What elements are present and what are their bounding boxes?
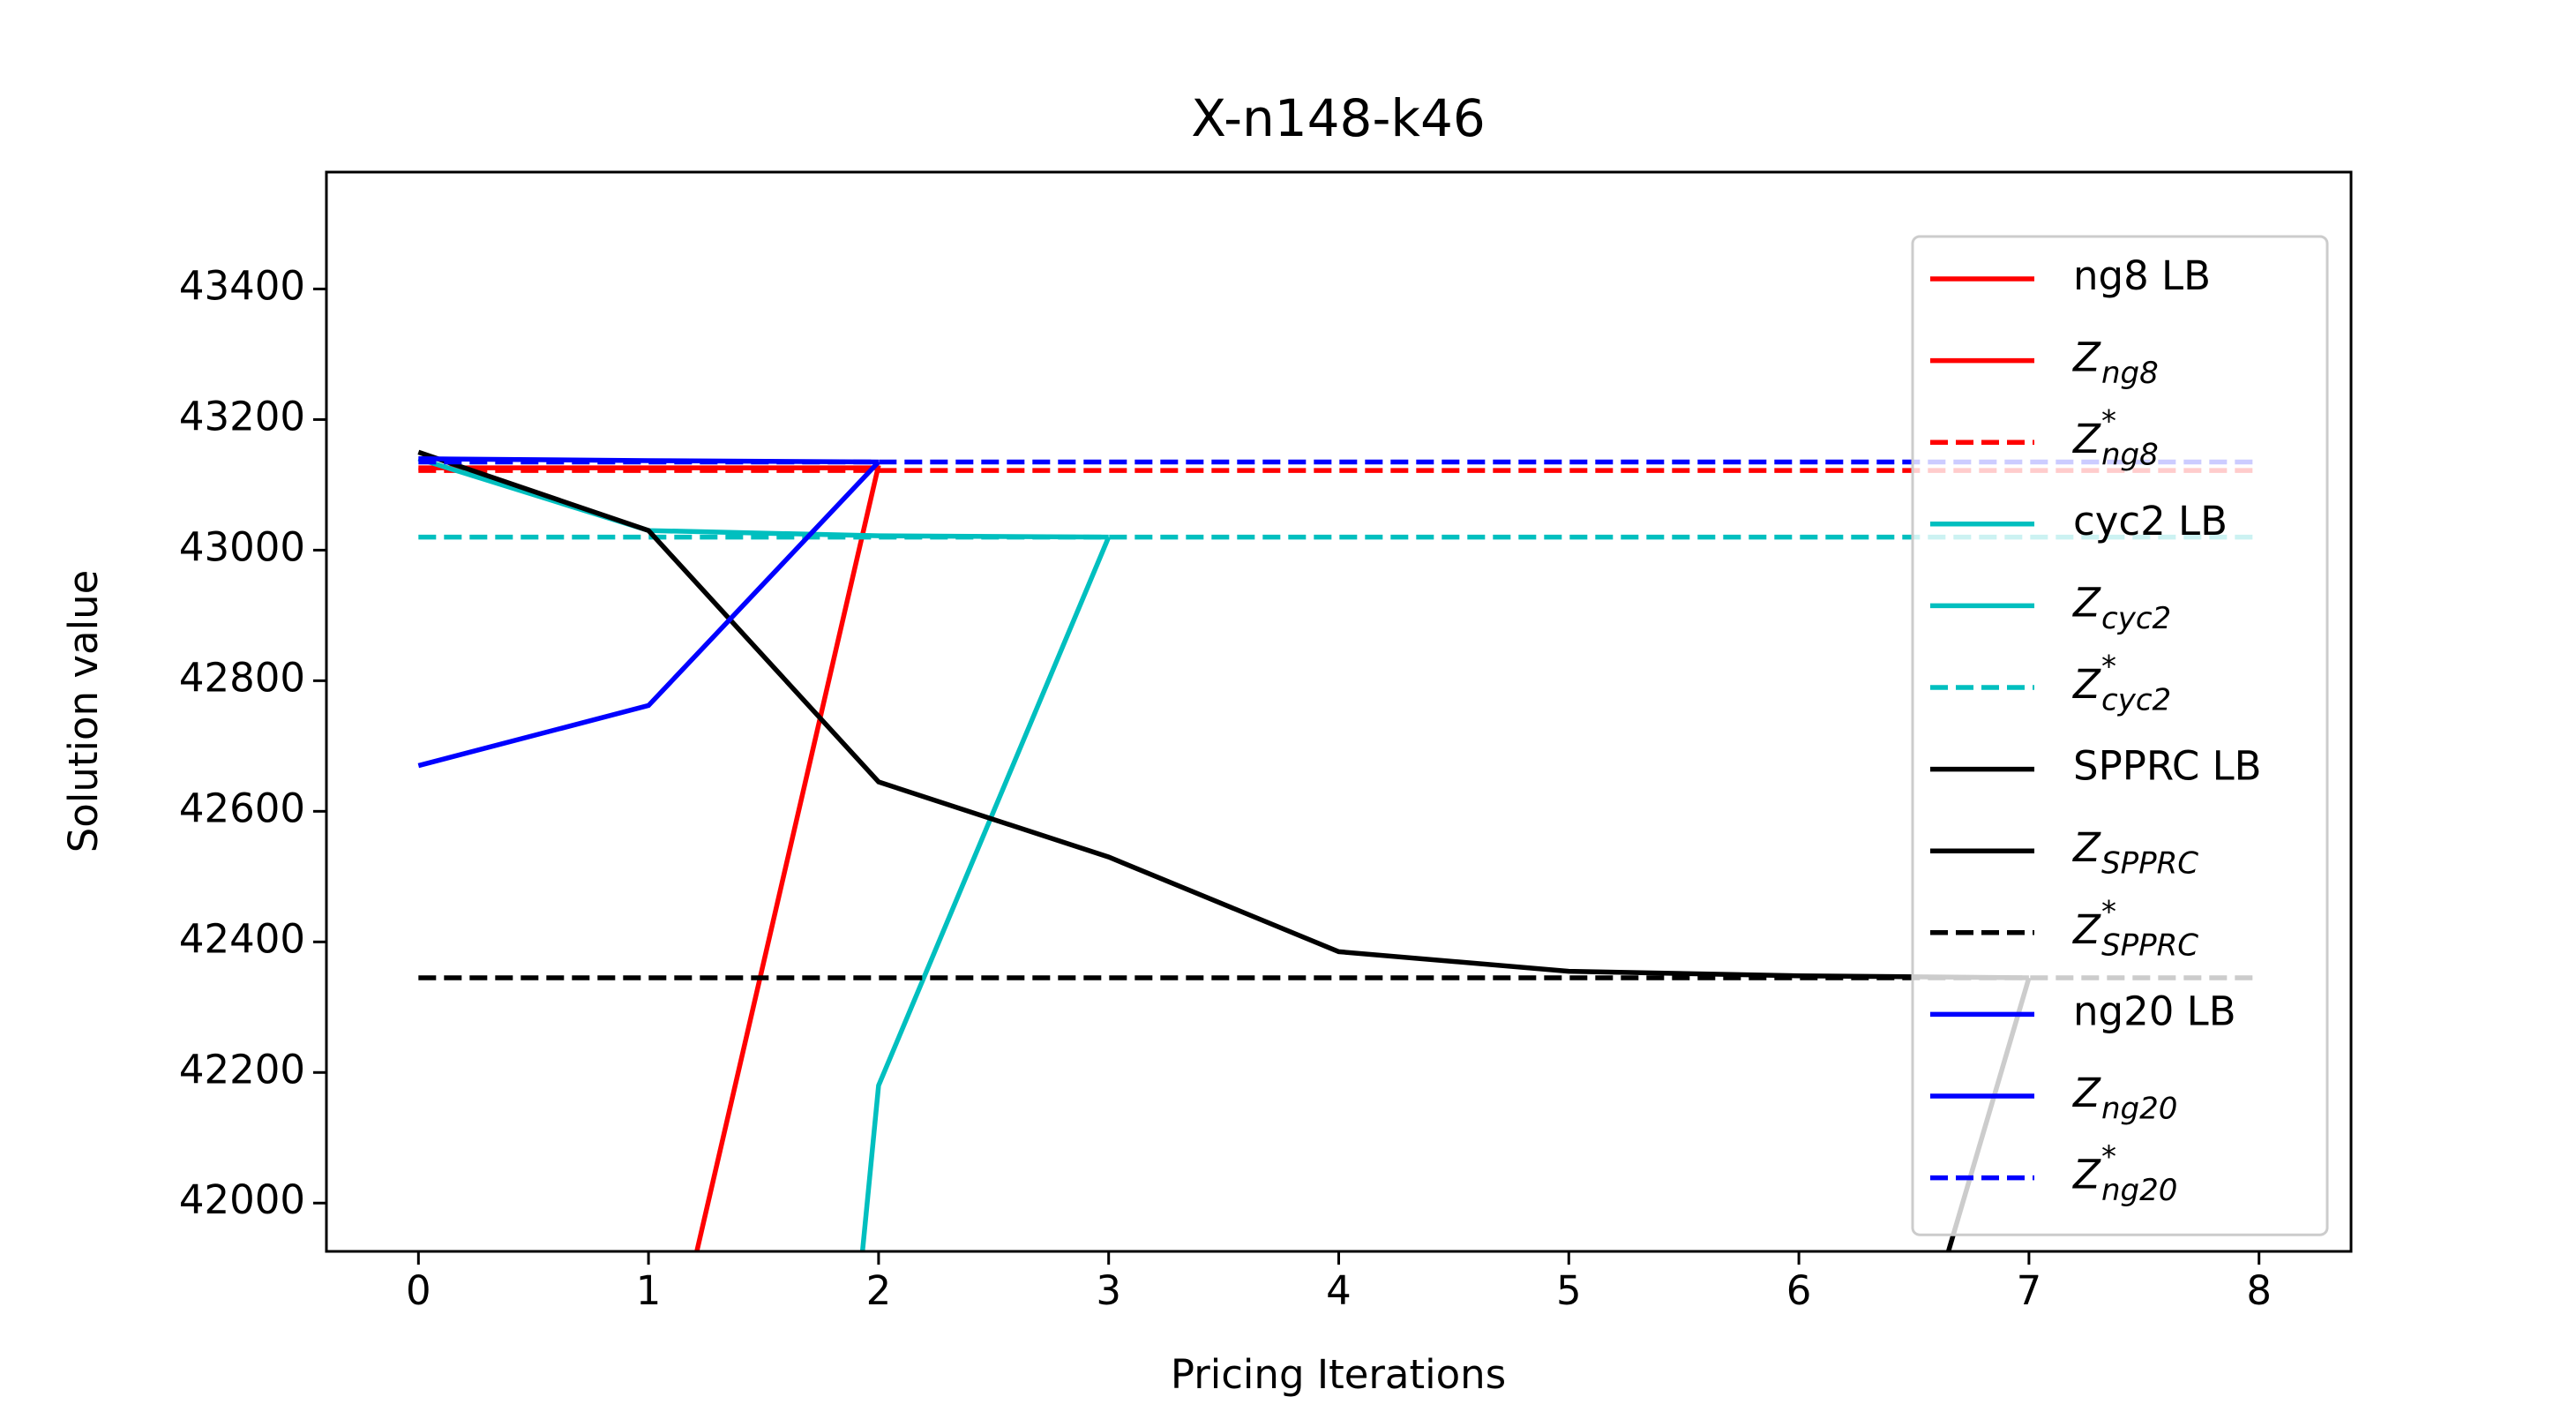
legend-box	[1911, 235, 2329, 1236]
legend-subscript: ng8	[2101, 356, 2159, 391]
y-tick-label: 43000	[179, 523, 305, 570]
legend-label: Z	[2072, 416, 2101, 462]
x-tick-label: 5	[1556, 1267, 1582, 1314]
x-tick-label: 3	[1096, 1267, 1121, 1314]
legend-label: Z	[2072, 1070, 2101, 1116]
legend-label: cyc2 LB	[2073, 498, 2228, 545]
legend-superscript: *	[2101, 1139, 2116, 1175]
x-tick-label: 4	[1326, 1267, 1352, 1314]
x-axis-label: Pricing Iterations	[1171, 1351, 1506, 1398]
legend-subscript: ng8	[2101, 438, 2159, 473]
legend-label: Z	[2072, 906, 2101, 953]
y-tick-label: 42000	[179, 1176, 305, 1223]
x-tick-label: 6	[1786, 1267, 1812, 1314]
y-axis-label: Solution value	[60, 570, 107, 853]
series-line	[417, 449, 2029, 980]
legend-label: ng20 LB	[2073, 988, 2236, 1034]
legend-subscript: ng20	[2101, 1092, 2177, 1127]
y-tick-label: 42800	[179, 654, 305, 701]
legend-subscript: cyc2	[2101, 683, 2171, 718]
legend-label: Z	[2072, 661, 2101, 708]
x-tick-label: 0	[406, 1267, 431, 1314]
plot-area	[417, 449, 2259, 1251]
legend-label: Z	[2072, 1152, 2101, 1198]
legend-label: Z	[2072, 824, 2101, 871]
y-tick-label: 42200	[179, 1046, 305, 1093]
y-tick-label: 42400	[179, 915, 305, 962]
legend-subscript: SPPRC	[2101, 928, 2198, 963]
x-tick-label: 7	[2017, 1267, 2042, 1314]
legend-superscript: *	[2101, 404, 2116, 439]
legend-label: Z	[2072, 579, 2101, 626]
series-line	[418, 456, 879, 465]
y-tick-label: 43400	[179, 262, 305, 309]
x-tick-label: 2	[866, 1267, 892, 1314]
y-tick-label: 42600	[179, 785, 305, 831]
legend-label: Z	[2072, 334, 2101, 381]
legend-superscript: *	[2101, 894, 2116, 929]
series-line	[694, 464, 881, 1251]
chart-title: X-n148-k46	[1191, 88, 1486, 148]
legend-subscript: ng20	[2101, 1173, 2177, 1208]
y-tick-label: 43200	[179, 393, 305, 439]
legend-subscript: cyc2	[2101, 601, 2171, 636]
legend-label: ng8 LB	[2073, 252, 2211, 299]
legend-subscript: SPPRC	[2101, 846, 2198, 882]
x-tick-label: 1	[636, 1267, 662, 1314]
legend-label: SPPRC LB	[2073, 743, 2262, 790]
series-line	[417, 460, 880, 769]
legend-superscript: *	[2101, 650, 2116, 685]
series-line	[859, 536, 1112, 1251]
x-tick-label: 8	[2246, 1267, 2272, 1314]
